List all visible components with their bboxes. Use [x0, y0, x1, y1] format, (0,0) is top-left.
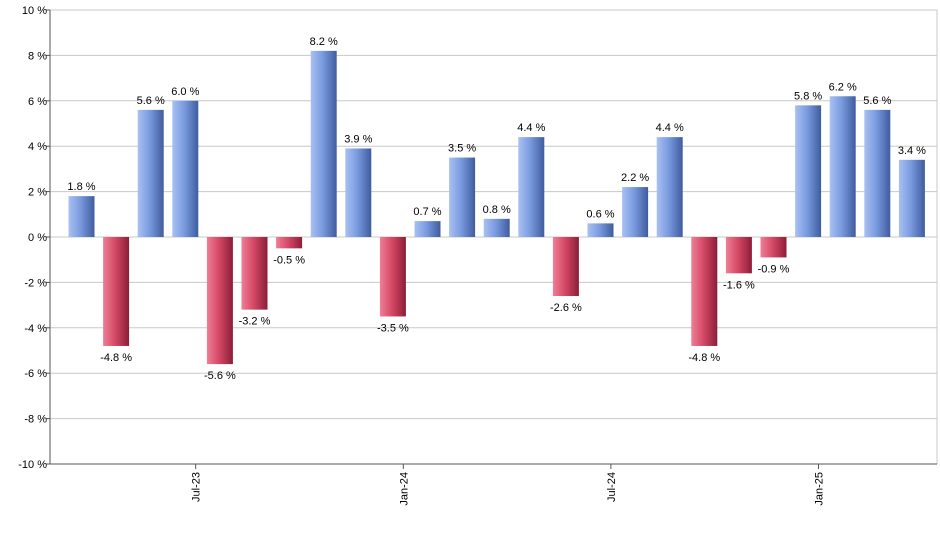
data-label: 1.8 % — [67, 181, 95, 193]
bar — [345, 148, 372, 237]
bar — [414, 221, 441, 237]
bar — [725, 237, 752, 274]
bar — [172, 100, 199, 237]
x-tick-label: Jul-23 — [191, 472, 203, 502]
data-label: -5.6 % — [204, 370, 236, 382]
data-label: -3.5 % — [377, 322, 409, 334]
bar — [137, 109, 164, 237]
data-label: 0.6 % — [586, 208, 614, 220]
bar — [864, 109, 891, 237]
data-label: 5.8 % — [794, 90, 822, 102]
data-label: -1.6 % — [723, 279, 755, 291]
x-axis-ticks: Jul-23 Jan-24 Jul-24 Jan-25 — [191, 464, 825, 506]
data-label: 4.4 % — [656, 122, 684, 134]
bar — [276, 237, 303, 249]
bar — [68, 196, 95, 237]
bar — [103, 237, 130, 346]
data-label: 3.9 % — [344, 133, 372, 145]
bar — [379, 237, 406, 317]
y-tick-label: 6 % — [28, 96, 47, 108]
bar — [310, 50, 337, 237]
y-tick-label: 8 % — [28, 50, 47, 62]
data-label: 6.0 % — [171, 86, 199, 98]
bar — [795, 105, 822, 237]
y-tick-label: 2 % — [28, 187, 47, 199]
bar — [898, 159, 925, 237]
bar — [691, 237, 718, 346]
y-tick-label: -8 % — [24, 414, 47, 426]
y-tick-label: -4 % — [24, 323, 47, 335]
bar — [206, 237, 233, 365]
data-label: 3.4 % — [898, 145, 926, 157]
data-label: 6.2 % — [829, 81, 857, 93]
data-label: -0.5 % — [273, 254, 305, 266]
x-tick-label: Jan-24 — [398, 472, 410, 506]
data-label: -2.6 % — [550, 302, 582, 314]
bar — [656, 137, 683, 237]
x-tick-label: Jan-25 — [813, 472, 825, 506]
data-label: 5.6 % — [863, 95, 891, 107]
data-label: 8.2 % — [310, 36, 338, 48]
data-label: -4.8 % — [100, 352, 132, 364]
data-label: 2.2 % — [621, 172, 649, 184]
y-tick-label: 4 % — [28, 141, 47, 153]
y-axis-ticks: -10 % -8 % -6 % -4 % -2 % 0 % 2 % 4 % 6 % 8 % 10 % — [18, 5, 50, 471]
bar — [829, 96, 856, 237]
data-label: 0.8 % — [483, 204, 511, 216]
bar — [552, 237, 579, 297]
data-label: 5.6 % — [137, 95, 165, 107]
bar — [483, 218, 510, 237]
bar — [622, 187, 649, 237]
bar — [587, 223, 614, 237]
data-labels: 1.8 % -4.8 % 5.6 % 6.0 % -5.6 % -3.2 % -0.5 % 8… — [67, 36, 926, 382]
data-label: 3.5 % — [448, 143, 476, 155]
data-label: -3.2 % — [239, 316, 271, 328]
y-tick-label: -2 % — [24, 277, 47, 289]
bar — [449, 157, 476, 237]
y-tick-label: 0 % — [28, 232, 47, 244]
data-label: 0.7 % — [413, 206, 441, 218]
y-tick-label: -10 % — [18, 459, 47, 471]
y-tick-label: -6 % — [24, 368, 47, 380]
data-label: 4.4 % — [517, 122, 545, 134]
data-label: -0.9 % — [758, 263, 790, 275]
bar — [760, 237, 787, 258]
bars — [68, 50, 925, 365]
bar — [241, 237, 268, 310]
data-label: -4.8 % — [688, 352, 720, 364]
bar — [518, 137, 545, 237]
y-tick-label: 10 % — [22, 5, 47, 17]
x-tick-label: Jul-24 — [606, 472, 618, 502]
